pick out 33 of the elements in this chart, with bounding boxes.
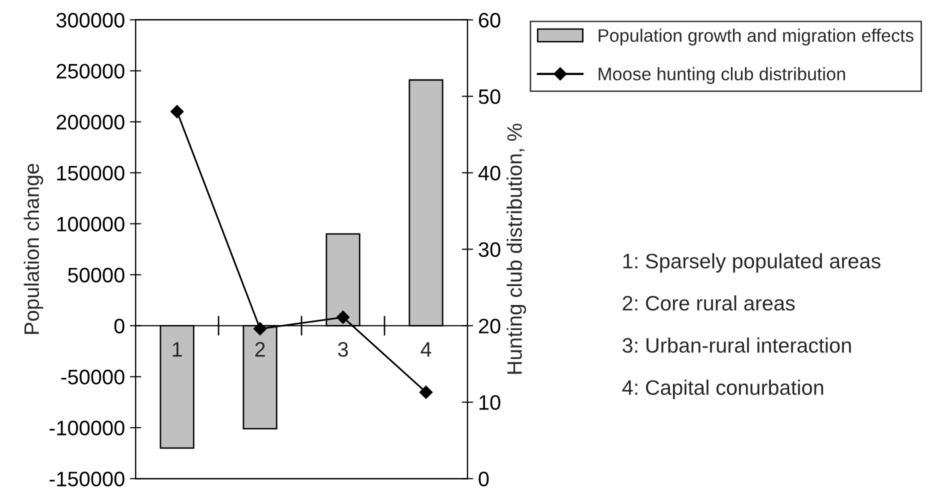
y2-axis-title: Hunting club distribution, % [506,124,526,374]
y-tick-label: -100000 [50,420,124,436]
y-tick-label: 300000 [56,12,124,28]
y-tick-label: -50000 [61,370,124,384]
text: 1: Sparsely populated areas [623,253,880,273]
y2-tick-label: 30 [478,242,500,257]
x-tick-label: 3 [338,342,348,357]
y2-tick-label: 20 [478,318,500,334]
y-tick-label: 100000 [57,216,124,232]
text: 2: Core rural areas [622,295,795,311]
legend-label: Population growth and migration effects [598,28,914,46]
y-tick-label: 150000 [57,166,124,181]
y-axis-title: Population change [24,164,44,334]
text: 4: Capital conurbation [622,380,824,400]
legend-label: Moose hunting club distribution [598,67,845,84]
x-tick-label: 1 [172,342,182,357]
x-tick-label: 2 [255,342,265,357]
point [336,310,350,324]
text: 3: Urban-rural interaction [622,337,851,353]
y-tick-label: 250000 [56,64,124,79]
y-tick-label: 0 [114,318,124,334]
point [253,322,267,336]
y-tick-label: 200000 [56,114,124,130]
y-tick-label: 50000 [68,268,124,282]
point [170,105,184,118]
x-tick-label: 4 [420,342,432,357]
y-tick-label: -150000 [50,472,124,486]
y2-tick-label: 50 [478,89,500,104]
y2-tick-label: 40 [478,166,500,181]
y2-tick-label: 60 [478,12,500,28]
y2-tick-label: 0 [478,472,489,486]
y2-tick-label: 10 [480,395,500,410]
point [419,386,433,399]
